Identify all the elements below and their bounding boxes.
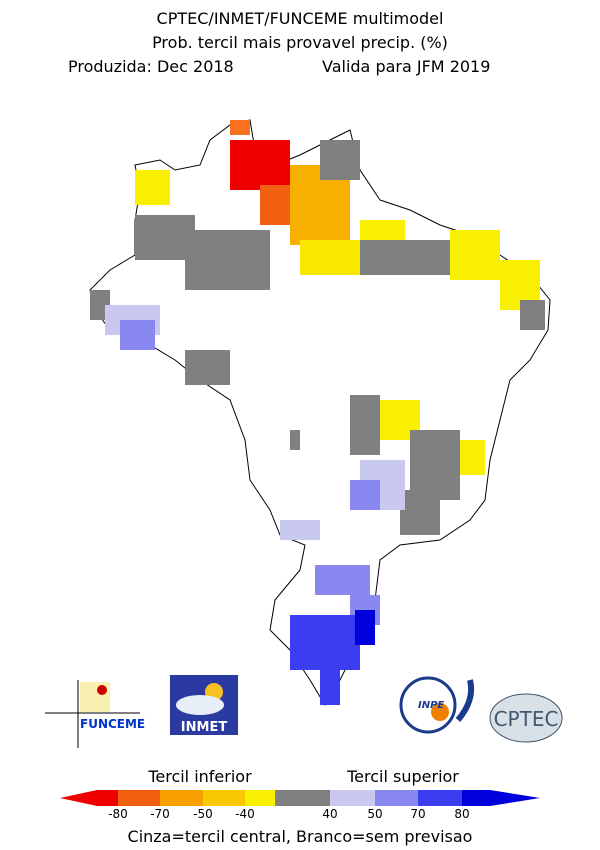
colorbar-tick-label: -50	[193, 807, 213, 821]
colorbar-tick-label: 50	[367, 807, 382, 821]
map	[89, 119, 551, 706]
inpe-logo: INPE	[399, 676, 475, 734]
colorbar-tick-label: -70	[150, 807, 170, 821]
logo-label: INMET	[181, 720, 228, 735]
probability-cells	[90, 120, 545, 705]
colorbar	[60, 790, 540, 806]
title-line: Prob. tercil mais provavel precip. (%)	[152, 33, 448, 52]
legend-label: Tercil superior	[346, 767, 459, 786]
inmet-logo: INMET	[170, 675, 238, 735]
colorbar-tick-label: 70	[410, 807, 425, 821]
colorbar-tick-label: -40	[235, 807, 255, 821]
funceme-logo: FUNCEME	[45, 680, 145, 748]
logo-label: CPTEC	[494, 707, 559, 731]
colorbar-tick-label: -80	[108, 807, 128, 821]
title-line: CPTEC/INMET/FUNCEME multimodel	[157, 9, 444, 28]
logo-label: FUNCEME	[80, 717, 145, 731]
title-line: Valida para JFM 2019	[322, 57, 490, 76]
legend-note: Cinza=tercil central, Branco=sem previsa…	[128, 827, 473, 846]
legend-label: Tercil inferior	[147, 767, 252, 786]
title-line: Produzida: Dec 2018	[68, 57, 234, 76]
logo-label: INPE	[418, 700, 444, 711]
cptec-logo: CPTEC	[489, 693, 563, 743]
colorbar-tick-label: 40	[322, 807, 337, 821]
colorbar-tick-label: 80	[454, 807, 469, 821]
